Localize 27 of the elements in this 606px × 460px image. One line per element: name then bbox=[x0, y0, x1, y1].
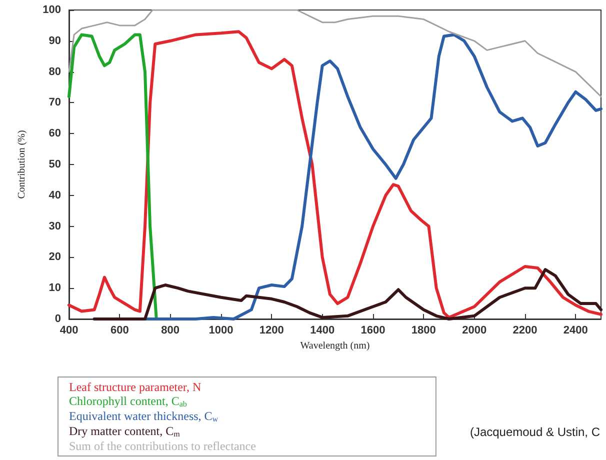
x-tick-label: 1400 bbox=[310, 324, 335, 336]
x-tick-label: 2200 bbox=[512, 324, 538, 336]
x-tick-label: 2400 bbox=[563, 324, 588, 336]
text: Leaf structure parameter, N bbox=[69, 380, 202, 394]
y-tick-label: 40 bbox=[48, 189, 61, 202]
y-tick-label: 50 bbox=[48, 158, 61, 170]
y-tick-label: 0 bbox=[54, 313, 61, 325]
x-tick-label: 1000 bbox=[208, 324, 234, 336]
x-tick-label: 400 bbox=[60, 324, 78, 336]
x-tick-label: 800 bbox=[161, 324, 180, 336]
y-axis-title: Contribution (%) bbox=[16, 130, 28, 199]
y-tick-label: 100 bbox=[42, 4, 61, 16]
x-tick-label: 2000 bbox=[462, 324, 487, 336]
x-tick-label: 600 bbox=[110, 324, 129, 336]
y-tick-label: 60 bbox=[48, 128, 61, 140]
text: (Jacquemoud & Ustin, C bbox=[470, 425, 600, 439]
x-tick-label: 1200 bbox=[259, 324, 284, 336]
y-tick-label: 20 bbox=[48, 251, 61, 264]
y-tick-label: 70 bbox=[48, 96, 61, 109]
x-tick-label: 1800 bbox=[411, 324, 436, 336]
y-tick-label: 30 bbox=[48, 220, 61, 232]
y-tick-label: 80 bbox=[48, 66, 61, 78]
x-axis-title: Wavelength (nm) bbox=[300, 340, 370, 352]
y-tick-label: 10 bbox=[48, 282, 61, 294]
x-tick-label: 1600 bbox=[360, 324, 386, 336]
text: Sum of the contributions to reflectance bbox=[69, 439, 256, 453]
y-tick-label: 90 bbox=[48, 34, 61, 47]
